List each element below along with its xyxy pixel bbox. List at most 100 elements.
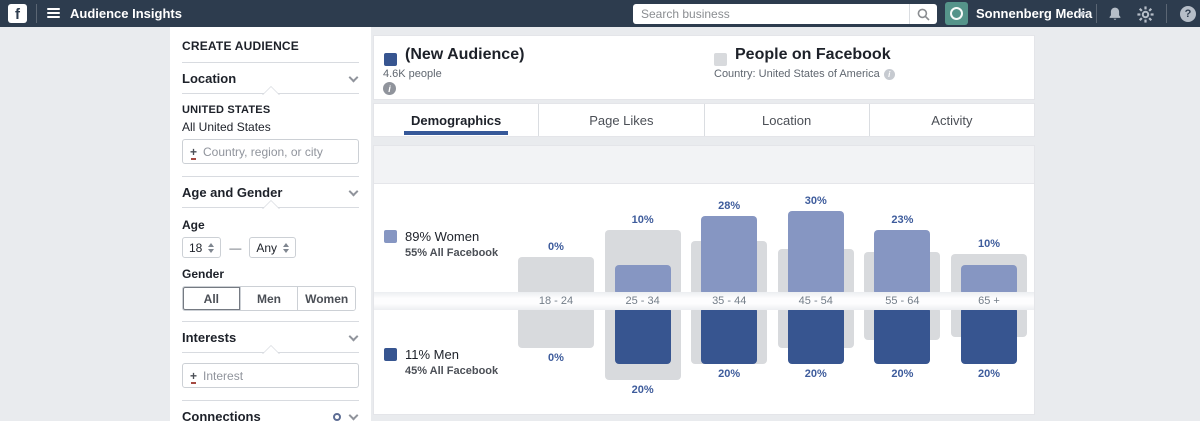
age-axis-label: 55 - 64 bbox=[885, 295, 920, 307]
value-label-men: 0% bbox=[548, 351, 564, 364]
tab-activity[interactable]: Activity bbox=[868, 104, 1034, 136]
tab-page-likes[interactable]: Page Likes bbox=[538, 104, 703, 136]
age-axis-label: 35 - 44 bbox=[712, 295, 747, 307]
app-title: Audience Insights bbox=[70, 6, 182, 21]
sidebar-section-age-gender[interactable]: Age and Gender bbox=[182, 177, 359, 207]
add-location-icon: + bbox=[190, 144, 198, 160]
search-input[interactable] bbox=[633, 4, 909, 24]
facebook-logo[interactable]: f bbox=[8, 4, 27, 23]
create-audience-sidebar: CREATE AUDIENCE Location UNITED STATES A… bbox=[170, 27, 371, 421]
age-label: Age bbox=[182, 218, 205, 232]
add-interest-icon: + bbox=[190, 368, 198, 384]
info-icon[interactable]: i bbox=[383, 82, 396, 95]
value-label-men: 20% bbox=[977, 368, 1001, 380]
audience-color-swatch bbox=[384, 53, 397, 66]
age-gender-section: Age 18 — Any Gender All Men Women bbox=[182, 208, 359, 311]
interest-input[interactable] bbox=[203, 368, 359, 383]
value-label-men: 20% bbox=[631, 384, 654, 397]
bar-allfb-men-18-24 bbox=[518, 307, 594, 348]
value-label-women: 0% bbox=[548, 240, 564, 253]
account-avatar[interactable] bbox=[945, 2, 968, 25]
bar-men-25-34 bbox=[614, 307, 671, 364]
divider-notch bbox=[182, 345, 359, 354]
divider bbox=[182, 62, 359, 63]
bar-men-55-64 bbox=[874, 307, 931, 364]
age-gender-chart-card: 89% Women 55% All Facebook 11% Men 45% A… bbox=[373, 145, 1035, 415]
audience-title: (New Audience) bbox=[405, 46, 525, 63]
age-range-separator: — bbox=[229, 240, 242, 255]
info-icon[interactable]: i bbox=[883, 68, 895, 80]
age-axis-label: 65 + bbox=[978, 295, 1000, 307]
age-max-value: Any bbox=[256, 240, 278, 255]
women-all-facebook: 55% All Facebook bbox=[405, 247, 499, 259]
avatar-logo-icon bbox=[950, 7, 963, 20]
interests-section: + bbox=[182, 353, 359, 388]
gender-all-button[interactable]: All bbox=[183, 287, 240, 310]
search-icon bbox=[917, 8, 930, 21]
sidebar-title: CREATE AUDIENCE bbox=[182, 39, 300, 53]
tab-location[interactable]: Location bbox=[703, 104, 869, 136]
bar-men-35-44 bbox=[701, 307, 758, 364]
age-gender-header: Age and Gender bbox=[182, 185, 283, 200]
divider bbox=[182, 321, 359, 322]
audience-header-card: (New Audience) 4.6K people i People on F… bbox=[373, 35, 1035, 100]
help-icon[interactable]: ? bbox=[1180, 6, 1196, 22]
value-label-women: 30% bbox=[804, 195, 827, 207]
region-label: UNITED STATES bbox=[182, 104, 271, 116]
navbar-divider bbox=[1096, 4, 1097, 23]
men-all-facebook: 45% All Facebook bbox=[405, 365, 499, 377]
age-axis-label: 18 - 24 bbox=[538, 295, 574, 307]
tab-demographics[interactable]: Demographics bbox=[374, 104, 538, 136]
caret-down-icon[interactable] bbox=[1078, 12, 1086, 21]
legend-women: 89% Women 55% All Facebook bbox=[384, 229, 498, 259]
gear-icon[interactable] bbox=[1136, 5, 1154, 23]
benchmark-subtitle: Country: United States of America i bbox=[714, 68, 895, 80]
navbar-divider bbox=[36, 4, 37, 23]
region-value: All United States bbox=[182, 120, 271, 134]
age-axis-label: 45 - 54 bbox=[798, 295, 833, 307]
audience-size: 4.6K people bbox=[383, 68, 442, 80]
gender-men-button[interactable]: Men bbox=[239, 287, 298, 310]
legend-men: 11% Men 45% All Facebook bbox=[384, 347, 498, 377]
location-header: Location bbox=[182, 71, 237, 86]
age-axis-label: 25 - 34 bbox=[625, 295, 660, 307]
spinner-arrows-icon bbox=[208, 240, 215, 256]
age-max-select[interactable]: Any bbox=[249, 237, 297, 258]
bar-women-35-44 bbox=[701, 216, 758, 295]
women-swatch bbox=[384, 230, 397, 243]
bar-men-45-54 bbox=[787, 307, 844, 364]
location-input-wrap: + bbox=[182, 139, 359, 164]
bar-women-25-34 bbox=[614, 265, 671, 295]
value-label-men: 20% bbox=[891, 368, 914, 380]
age-min-value: 18 bbox=[189, 240, 203, 255]
bar-men-65+ bbox=[961, 307, 1017, 364]
chevron-down-icon bbox=[348, 72, 359, 82]
value-label-women: 23% bbox=[891, 213, 914, 226]
chevron-down-icon bbox=[348, 186, 359, 196]
gender-women-button[interactable]: Women bbox=[297, 287, 356, 310]
sidebar-section-interests[interactable]: Interests bbox=[182, 322, 359, 352]
top-navbar: f Audience Insights Sonnenberg Media bbox=[0, 0, 1200, 27]
hamburger-icon[interactable] bbox=[47, 8, 60, 19]
search-button[interactable] bbox=[909, 4, 937, 24]
chevron-down-icon bbox=[348, 331, 359, 341]
age-min-select[interactable]: 18 bbox=[182, 237, 222, 258]
spinner-arrows-icon bbox=[283, 240, 290, 256]
location-input[interactable] bbox=[203, 144, 359, 159]
sidebar-section-location[interactable]: Location bbox=[182, 63, 359, 93]
bell-icon[interactable] bbox=[1106, 5, 1124, 23]
value-label-men: 20% bbox=[718, 368, 741, 380]
divider-notch bbox=[182, 200, 359, 209]
gender-segmented-control: All Men Women bbox=[182, 286, 356, 311]
value-label-women: 28% bbox=[718, 200, 741, 213]
location-section: UNITED STATES All United States + bbox=[182, 94, 359, 164]
bar-allfb-women-18-24 bbox=[518, 256, 594, 295]
benchmark-country: Country: United States of America bbox=[714, 68, 880, 80]
value-label-men: 20% bbox=[804, 368, 827, 380]
sidebar-section-connections[interactable]: Connections bbox=[182, 401, 359, 421]
connections-header: Connections bbox=[182, 409, 261, 421]
navbar-divider bbox=[1166, 4, 1167, 23]
bar-women-55-64 bbox=[874, 229, 931, 295]
account-name[interactable]: Sonnenberg Media bbox=[976, 6, 1093, 21]
